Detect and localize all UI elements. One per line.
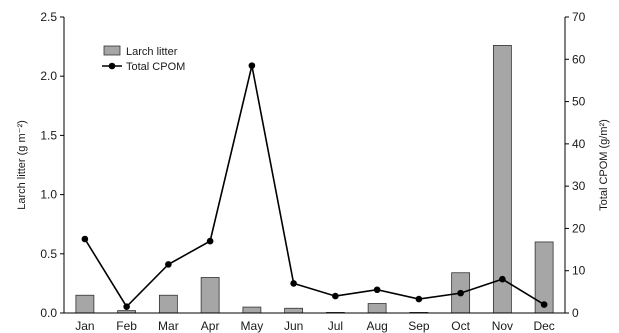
point-jul xyxy=(332,292,339,300)
point-feb xyxy=(123,303,130,310)
bar-jun xyxy=(284,307,304,314)
line-series-group xyxy=(81,62,548,310)
right-tick-label: 10 xyxy=(572,264,586,278)
x-tick-label: Sep xyxy=(408,319,430,333)
bar-aug xyxy=(367,303,387,314)
bar-may xyxy=(242,306,262,314)
axes-group: 0.0 0.5 1.0 1.5 2.0 2.5 0 10 20 30 40 50 60 70 Jan Feb M… xyxy=(16,10,610,333)
right-tick-label: 20 xyxy=(572,221,586,235)
x-tick-label: Jan xyxy=(75,319,94,333)
point-jun xyxy=(290,280,297,287)
x-tick-label: Dec xyxy=(533,319,554,333)
point-dec xyxy=(540,301,548,308)
right-tick-label: 60 xyxy=(572,52,586,66)
x-tick-label: Aug xyxy=(366,319,387,333)
point-may xyxy=(248,62,256,69)
bar-jan xyxy=(75,294,95,314)
left-tick-label: 1.0 xyxy=(40,188,57,202)
left-axis-title: Larch litter (g m⁻²) xyxy=(16,120,28,210)
bar-series-group xyxy=(75,45,554,314)
point-mar xyxy=(165,261,172,268)
left-tick-label: 2.0 xyxy=(40,69,57,83)
left-tick-label: 2.5 xyxy=(40,10,57,24)
right-tick-label: 70 xyxy=(572,10,586,24)
x-tick-label: Jun xyxy=(284,319,303,333)
point-aug xyxy=(373,286,381,294)
x-tick-label: Oct xyxy=(451,319,470,333)
bar-apr xyxy=(200,277,220,314)
right-tick-label: 50 xyxy=(572,95,586,109)
left-tick-label: 1.5 xyxy=(40,128,57,142)
point-jan xyxy=(81,235,89,243)
legend-label-total-cpom: Total CPOM xyxy=(126,61,185,73)
bar-nov xyxy=(492,45,512,314)
right-tick-label: 40 xyxy=(572,137,586,151)
x-tick-label: Mar xyxy=(158,319,179,333)
x-tick-label: Jul xyxy=(328,319,343,333)
left-tick-label: 0.5 xyxy=(40,247,57,261)
point-apr xyxy=(206,237,214,245)
point-oct xyxy=(457,289,464,297)
point-nov xyxy=(499,275,506,283)
legend-marker-total-cpom xyxy=(108,62,116,70)
bar-mar xyxy=(158,294,178,314)
point-sep xyxy=(415,295,423,303)
legend-swatch-larch-litter xyxy=(103,45,121,56)
legend: Larch litter Total CPOM xyxy=(102,45,185,73)
right-axis-title: Total CPOM (g/m²) xyxy=(598,119,610,211)
x-tick-label: May xyxy=(241,319,264,333)
x-tick-label: Nov xyxy=(492,319,513,333)
x-tick-label: Apr xyxy=(201,319,220,333)
legend-label-larch-litter: Larch litter xyxy=(126,46,178,58)
x-tick-label: Feb xyxy=(116,319,137,333)
left-tick-label: 0.0 xyxy=(40,306,57,320)
right-tick-label: 0 xyxy=(572,306,579,320)
right-tick-label: 30 xyxy=(572,179,586,193)
total-cpom-line xyxy=(84,65,545,308)
